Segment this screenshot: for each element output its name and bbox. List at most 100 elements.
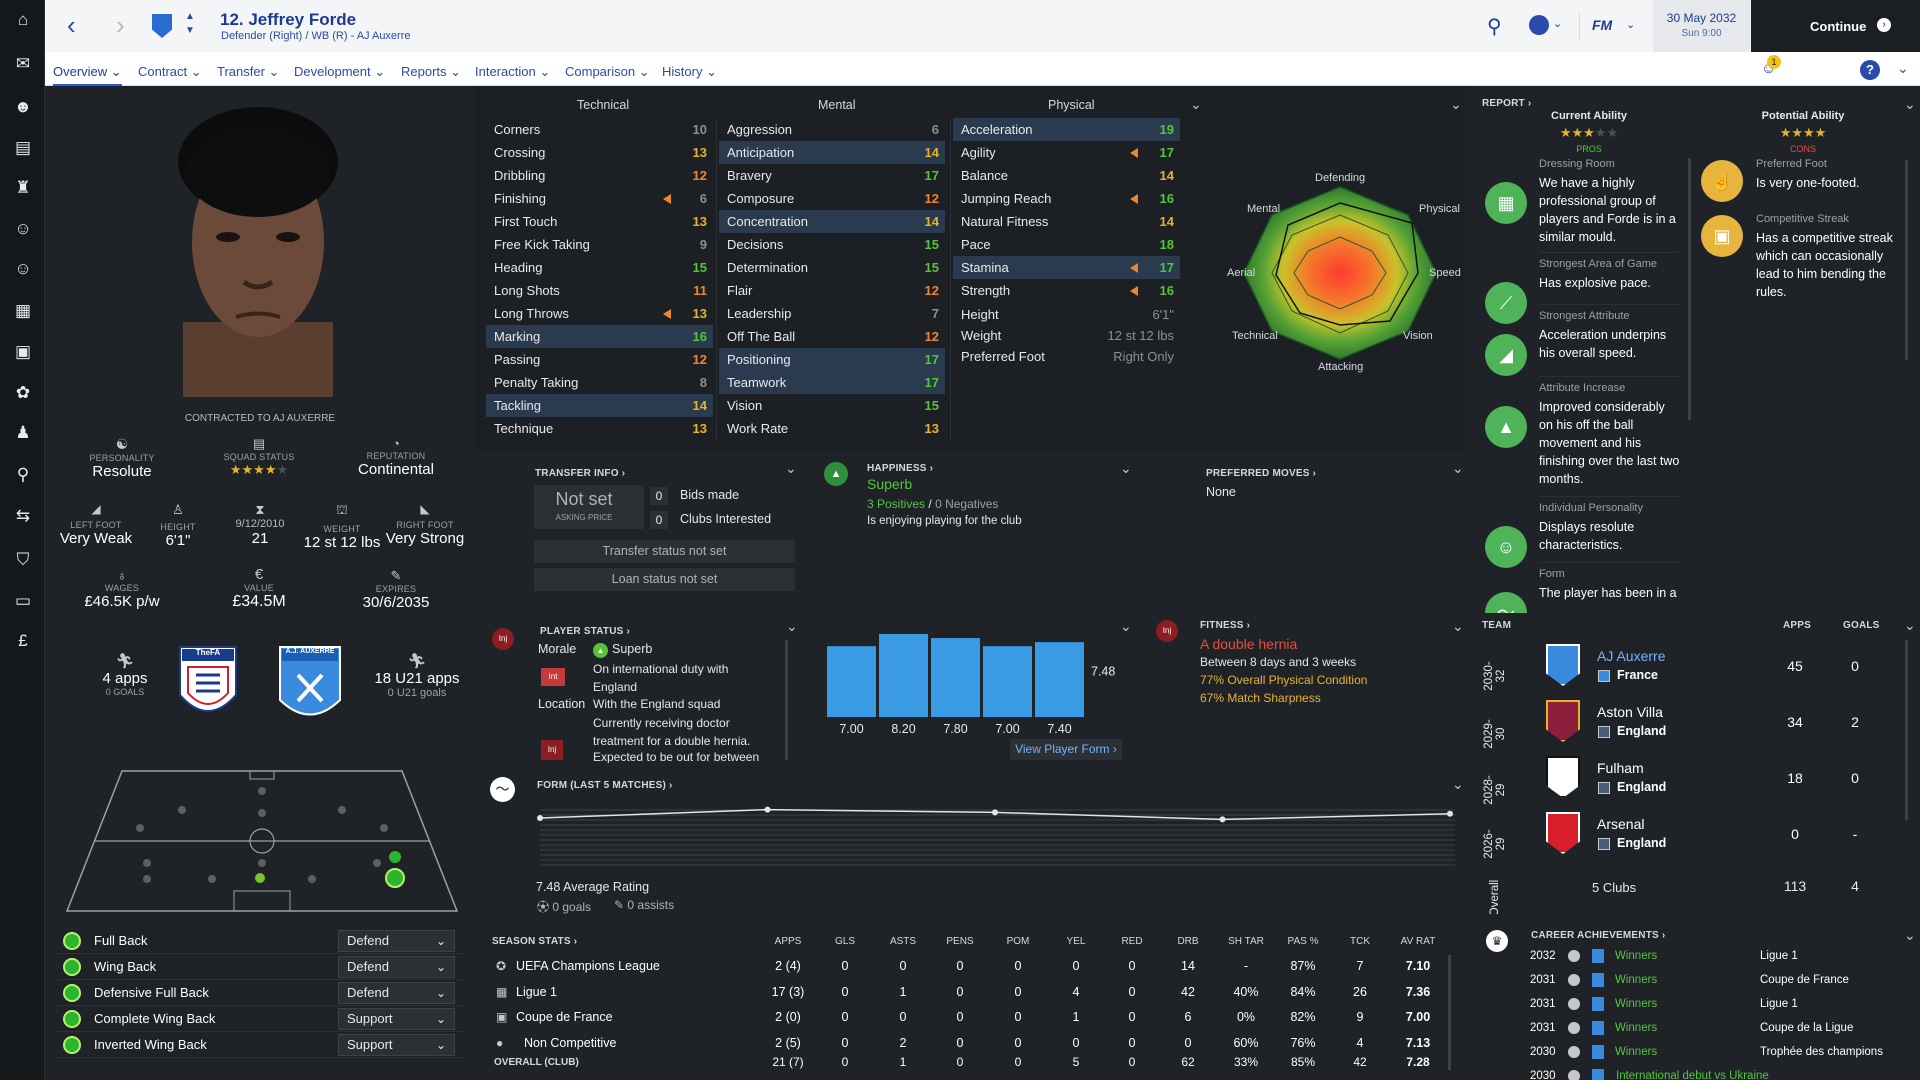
loan-status-button[interactable]: Loan status not set: [534, 568, 795, 591]
chevron-down-icon[interactable]: ⌄: [1120, 618, 1132, 634]
chevron-down-icon[interactable]: ⌄: [1120, 460, 1132, 476]
search-icon[interactable]: ⚲: [1487, 16, 1502, 38]
attribute-row-concentration[interactable]: Concentration 14: [719, 210, 945, 233]
help-icon[interactable]: ?: [1860, 60, 1880, 80]
attribute-row-corners[interactable]: Corners 10: [486, 118, 713, 141]
data-icon[interactable]: ▣: [14, 342, 32, 361]
tab-overview[interactable]: Overview ⌄: [53, 52, 122, 86]
player-status-title[interactable]: PLAYER STATUS ›: [540, 626, 631, 637]
tab-reports[interactable]: Reports ⌄: [401, 64, 462, 79]
scouting-icon[interactable]: ♟: [15, 423, 31, 442]
form-point[interactable]: [1219, 816, 1226, 823]
attribute-row-composure[interactable]: Composure 12: [719, 187, 945, 210]
calendar-icon[interactable]: ▤: [14, 138, 32, 157]
form-point[interactable]: [992, 809, 998, 816]
achievement-row[interactable]: [1528, 992, 1900, 1016]
tab-contract[interactable]: Contract ⌄: [138, 64, 202, 79]
chevron-down-icon[interactable]: ⌄: [1904, 927, 1916, 943]
attribute-row-passing[interactable]: Passing 12: [486, 348, 713, 371]
continue-button[interactable]: Continue ›: [1751, 0, 1920, 52]
attribute-row-work-rate[interactable]: Work Rate 13: [719, 417, 945, 440]
attribute-row-heading[interactable]: Heading 15: [486, 256, 713, 279]
attribute-row-anticipation[interactable]: Anticipation 14: [719, 141, 945, 164]
view-player-form-button[interactable]: View Player Form ›: [1010, 739, 1122, 760]
happiness-title[interactable]: HAPPINESS ›: [867, 463, 934, 474]
chevron-down-icon[interactable]: ⌄: [1553, 18, 1563, 30]
player-switch-icon[interactable]: ▲ ▼: [185, 11, 195, 36]
briefcase-icon[interactable]: ▭: [14, 591, 32, 610]
position-row[interactable]: Full Back: [57, 929, 463, 953]
attribute-row-agility[interactable]: Agility 17: [953, 141, 1180, 164]
club-name[interactable]: Fulham: [1597, 760, 1644, 776]
asking-price-box[interactable]: Not set ASKING PRICE: [534, 485, 644, 529]
attribute-row-tackling[interactable]: Tackling 14: [486, 394, 713, 417]
club-crest-icon[interactable]: [152, 14, 172, 38]
auxerre-crest[interactable]: A.J. AUXERRE: [278, 645, 342, 727]
attribute-row-dribbling[interactable]: Dribbling 12: [486, 164, 713, 187]
attribute-row-long-shots[interactable]: Long Shots 11: [486, 279, 713, 302]
trophy-icon[interactable]: ♜: [15, 178, 31, 197]
fm-menu[interactable]: FM ⌄: [1579, 12, 1655, 40]
inbox-icon[interactable]: ✉: [15, 54, 31, 73]
search-icon[interactable]: ⚲: [16, 465, 30, 484]
attribute-row-flair[interactable]: Flair 12: [719, 279, 945, 302]
date-display[interactable]: 30 May 2032 Sun 9:00: [1653, 0, 1750, 52]
home-icon[interactable]: ⌂: [17, 10, 29, 29]
chevron-down-icon[interactable]: ⌄: [785, 460, 797, 476]
attribute-row-natural-fitness[interactable]: Natural Fitness 14: [953, 210, 1180, 233]
role-select[interactable]: Defend ⌄: [338, 930, 455, 952]
chevron-down-icon[interactable]: ⌄: [1452, 776, 1464, 792]
chevron-down-icon[interactable]: ⌄: [1452, 618, 1464, 634]
report-scrollbar[interactable]: [1905, 160, 1908, 360]
position-row[interactable]: Inverted Wing Back: [57, 1033, 463, 1057]
tab-interaction[interactable]: Interaction ⌄: [475, 64, 551, 79]
squad-status-block[interactable]: ▤ SQUAD STATUS ★★★★★: [198, 436, 320, 478]
role-select[interactable]: Support ⌄: [338, 1034, 455, 1056]
attribute-row-marking[interactable]: Marking 16: [486, 325, 713, 348]
role-select[interactable]: Support ⌄: [338, 1008, 455, 1030]
back-icon[interactable]: ‹: [67, 10, 76, 40]
form-title[interactable]: FORM (LAST 5 MATCHES) ›: [537, 780, 673, 791]
club-name[interactable]: Arsenal: [1597, 816, 1645, 832]
transfer-info-title[interactable]: TRANSFER INFO ›: [535, 468, 626, 479]
attribute-row-determination[interactable]: Determination 15: [719, 256, 945, 279]
attribute-row-positioning[interactable]: Positioning 17: [719, 348, 945, 371]
chevron-down-icon[interactable]: ⌄: [786, 618, 798, 634]
chevron-down-icon[interactable]: ⌄: [1904, 617, 1916, 633]
finances-icon[interactable]: £: [18, 631, 28, 650]
report-scrollbar[interactable]: [1688, 158, 1691, 420]
season-scrollbar[interactable]: [1448, 955, 1451, 1070]
transfer-status-button[interactable]: Transfer status not set: [534, 540, 795, 563]
position-row[interactable]: Complete Wing Back: [57, 1007, 463, 1031]
tab-comparison[interactable]: Comparison ⌄: [565, 64, 650, 79]
attribute-row-strength[interactable]: Strength 16: [953, 279, 1180, 302]
attribute-row-leadership[interactable]: Leadership 7: [719, 302, 945, 325]
staff-icon[interactable]: ☺: [14, 219, 32, 238]
transfers-icon[interactable]: ⇆: [15, 506, 31, 525]
attribute-row-bravery[interactable]: Bravery 17: [719, 164, 945, 187]
attribute-row-technique[interactable]: Technique 13: [486, 417, 713, 440]
chevron-down-icon[interactable]: ⌄: [1904, 96, 1916, 112]
attribute-row-decisions[interactable]: Decisions 15: [719, 233, 945, 256]
u21-icon[interactable]: ☺: [14, 259, 32, 278]
attribute-row-vision[interactable]: Vision 15: [719, 394, 945, 417]
attribute-row-aggression[interactable]: Aggression 6: [719, 118, 945, 141]
status-scrollbar[interactable]: [785, 640, 788, 760]
season-stats-title[interactable]: SEASON STATS ›: [492, 936, 578, 947]
position-row[interactable]: Wing Back: [57, 955, 463, 979]
tab-transfer[interactable]: Transfer ⌄: [217, 64, 280, 79]
club-name[interactable]: Aston Villa: [1597, 704, 1663, 720]
achievement-row[interactable]: [1528, 944, 1900, 968]
attribute-row-crossing[interactable]: Crossing 13: [486, 141, 713, 164]
form-point[interactable]: [537, 815, 543, 821]
form-point[interactable]: [1447, 810, 1453, 817]
attribute-row-stamina[interactable]: Stamina 17: [953, 256, 1180, 279]
report-title[interactable]: REPORT ›: [1482, 98, 1532, 109]
preferred-moves-title[interactable]: PREFERRED MOVES ›: [1206, 468, 1317, 479]
globe-icon[interactable]: [1529, 15, 1549, 35]
chevron-down-icon[interactable]: ⌄: [1190, 96, 1202, 112]
attribute-row-pace[interactable]: Pace 18: [953, 233, 1180, 256]
squad-icon[interactable]: ☻: [14, 97, 32, 116]
chevron-down-icon[interactable]: ⌄: [1897, 60, 1909, 76]
attribute-row-jumping-reach[interactable]: Jumping Reach 16: [953, 187, 1180, 210]
